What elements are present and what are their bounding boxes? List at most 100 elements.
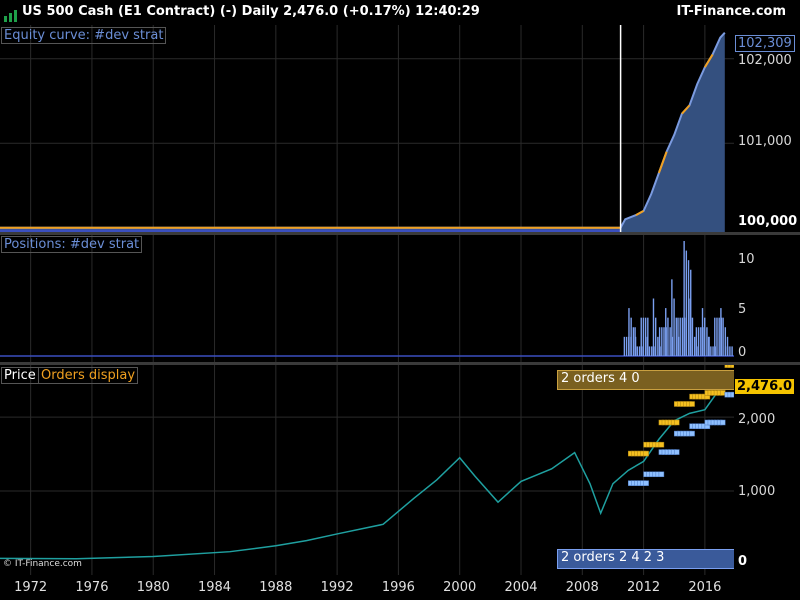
positions-tick-10: 10 [738, 252, 755, 267]
positions-axis[interactable]: 10 5 0 [734, 235, 800, 362]
position-bar [724, 346, 727, 356]
sell-order-marker [673, 419, 680, 426]
positions-label[interactable]: Positions: #dev strat [1, 236, 143, 253]
x-axis-label: 1988 [259, 580, 293, 595]
position-bar [689, 298, 691, 356]
x-axis-label: 2008 [565, 580, 599, 595]
position-bar [644, 317, 647, 356]
pane-separator[interactable] [0, 232, 800, 235]
buy-order-marker [719, 419, 726, 426]
equity-area [0, 32, 725, 232]
orders-summary-top[interactable]: 2 orders 4 0 [557, 370, 734, 390]
buy-order-marker [643, 480, 649, 486]
x-axis-label: 1992 [320, 580, 354, 595]
equity-label[interactable]: Equity curve: #dev strat [1, 27, 167, 44]
position-bar [710, 346, 712, 356]
position-bar [667, 317, 669, 356]
position-bar [630, 317, 632, 356]
pane-separator[interactable] [0, 362, 800, 365]
x-axis-label: 1996 [381, 580, 415, 595]
x-axis-label: 2000 [443, 580, 477, 595]
position-bar [700, 327, 702, 356]
time-axis[interactable]: 1972 1976 1980 1984 1988 1992 1996 2000 2004 2008… [0, 575, 800, 600]
buy-order-marker [689, 430, 695, 437]
position-bar [677, 317, 679, 356]
position-bar [704, 317, 706, 356]
buy-order-marker [658, 471, 665, 478]
position-bar [625, 336, 628, 356]
position-bar [685, 250, 688, 356]
position-bar [648, 346, 651, 356]
equity-last-value: 102,309 [735, 35, 795, 52]
position-bar [729, 346, 731, 356]
position-bar [671, 279, 673, 356]
position-bar [647, 317, 649, 356]
position-bar [640, 317, 642, 356]
position-bar [706, 327, 708, 356]
position-bar [693, 336, 696, 356]
position-bar [632, 327, 635, 356]
position-bar [718, 317, 720, 356]
price-tick-1000: 1,000 [738, 484, 776, 499]
price-axis[interactable]: 2,476.0 2,000 1,000 0 [734, 365, 800, 575]
instrument-title: US 500 Cash (E1 Contract) (-) Daily 2,47… [22, 4, 480, 19]
position-bar [657, 336, 659, 356]
position-bar [669, 327, 671, 356]
price-line [0, 381, 726, 560]
sell-order-marker [643, 450, 649, 457]
copyright-notice: © IT-Finance.com [3, 559, 82, 569]
position-bar [731, 346, 733, 356]
position-bar [679, 317, 681, 356]
equity-axis[interactable]: 102,309 102,000 101,000 100,000 [734, 25, 800, 232]
price-last-value: 2,476.0 [735, 379, 795, 394]
sell-order-marker [689, 401, 695, 407]
trade-segment [657, 151, 668, 174]
price-pane[interactable]: Price Orders display 2 orders 4 0 2 orde… [0, 365, 734, 575]
equity-line [0, 32, 726, 229]
position-bar [716, 317, 718, 356]
orders-summary-bottom[interactable]: 2 orders 2 4 2 3 [557, 549, 734, 569]
positions-pane[interactable]: Positions: #dev strat [0, 235, 734, 362]
position-bar [634, 327, 636, 356]
position-bar [663, 327, 665, 356]
price-tick-0: 0 [738, 554, 748, 569]
trade-segment [704, 54, 714, 68]
position-bar [724, 327, 727, 356]
sell-order-marker [719, 390, 726, 396]
positions-chart [0, 235, 734, 362]
position-bar [691, 317, 694, 356]
positions-tick-5: 5 [738, 302, 747, 317]
price-chart [0, 365, 734, 575]
trade-segment [635, 210, 645, 216]
position-bar [638, 346, 641, 356]
chart-bars-icon[interactable] [4, 7, 18, 31]
position-bar [654, 317, 657, 356]
position-bar [673, 298, 675, 356]
position-bar [695, 327, 698, 356]
x-axis-label: 2016 [688, 580, 722, 595]
position-bar [681, 317, 684, 356]
orders-display-label[interactable]: Orders display [38, 367, 139, 384]
position-bar [707, 336, 710, 356]
sell-order-marker [658, 441, 665, 448]
brand-label: IT-Finance.com [676, 4, 786, 19]
position-bar [651, 346, 653, 356]
position-bar [687, 260, 690, 356]
position-bar [697, 327, 700, 356]
position-bar [646, 336, 649, 356]
trade-segment [681, 104, 691, 115]
position-bar [714, 317, 716, 356]
position-bar [665, 308, 667, 356]
equity-pane[interactable]: Equity curve: #dev strat [0, 25, 734, 232]
position-bar [628, 308, 630, 356]
position-bar [658, 327, 661, 356]
x-axis-label: 1972 [14, 580, 48, 595]
positions-tick-0: 0 [738, 345, 747, 360]
orders-bottom-text: 2 orders 2 4 2 3 [561, 550, 665, 565]
position-bar [701, 308, 704, 356]
x-axis-label: 2012 [627, 580, 661, 595]
equity-tick-100000: 100,000 [738, 214, 798, 229]
position-bar [727, 346, 729, 356]
price-label[interactable]: Price [1, 367, 39, 384]
position-bar [712, 346, 714, 356]
